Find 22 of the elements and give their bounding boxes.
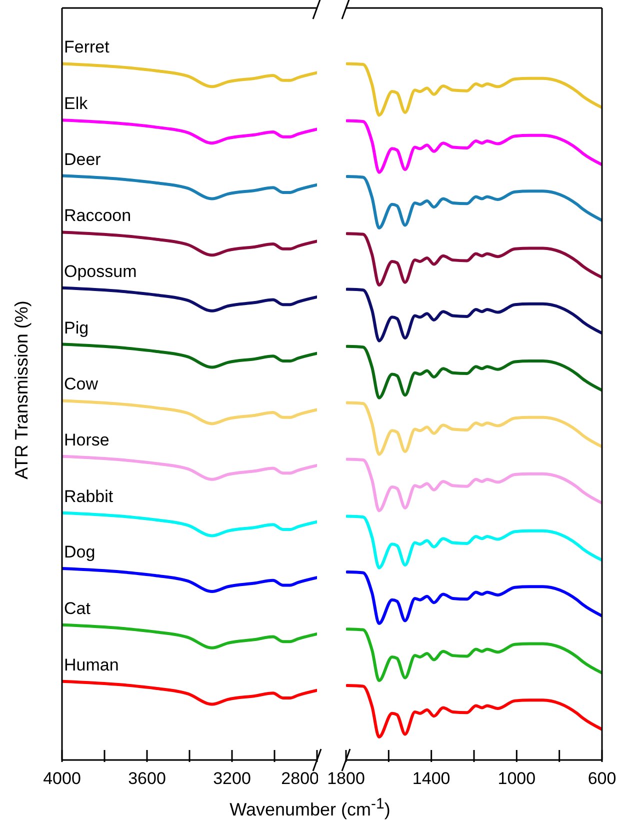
- x-axis-title: Wavenumber (cm$^{-1}$): [230, 796, 390, 820]
- x-tick-label: 3600: [128, 769, 166, 788]
- x-tick-label: 3200: [213, 769, 251, 788]
- series-label: Cat: [64, 598, 91, 618]
- x-tick-label: 600: [588, 769, 616, 788]
- x-tick-label: 2800: [281, 769, 319, 788]
- x-tick-label: 1400: [412, 769, 450, 788]
- series-label: Opossum: [64, 262, 137, 281]
- x-tick-label: 4000: [43, 769, 81, 788]
- series-label: Dog: [64, 542, 96, 562]
- x-tick-label: 1800: [327, 769, 365, 788]
- series-label: Pig: [64, 318, 89, 338]
- series-label: Deer: [64, 150, 102, 169]
- series-label: Rabbit: [64, 486, 114, 506]
- series-label: Elk: [64, 94, 88, 114]
- series-label: Human: [64, 655, 119, 674]
- series-label: Horse: [64, 430, 110, 450]
- y-axis-title: ATR Transmission (%): [12, 300, 32, 480]
- series-label: Raccoon: [64, 206, 132, 226]
- series-label: Ferret: [64, 38, 110, 57]
- series-label: Cow: [64, 374, 99, 394]
- x-tick-label: 1000: [498, 769, 536, 788]
